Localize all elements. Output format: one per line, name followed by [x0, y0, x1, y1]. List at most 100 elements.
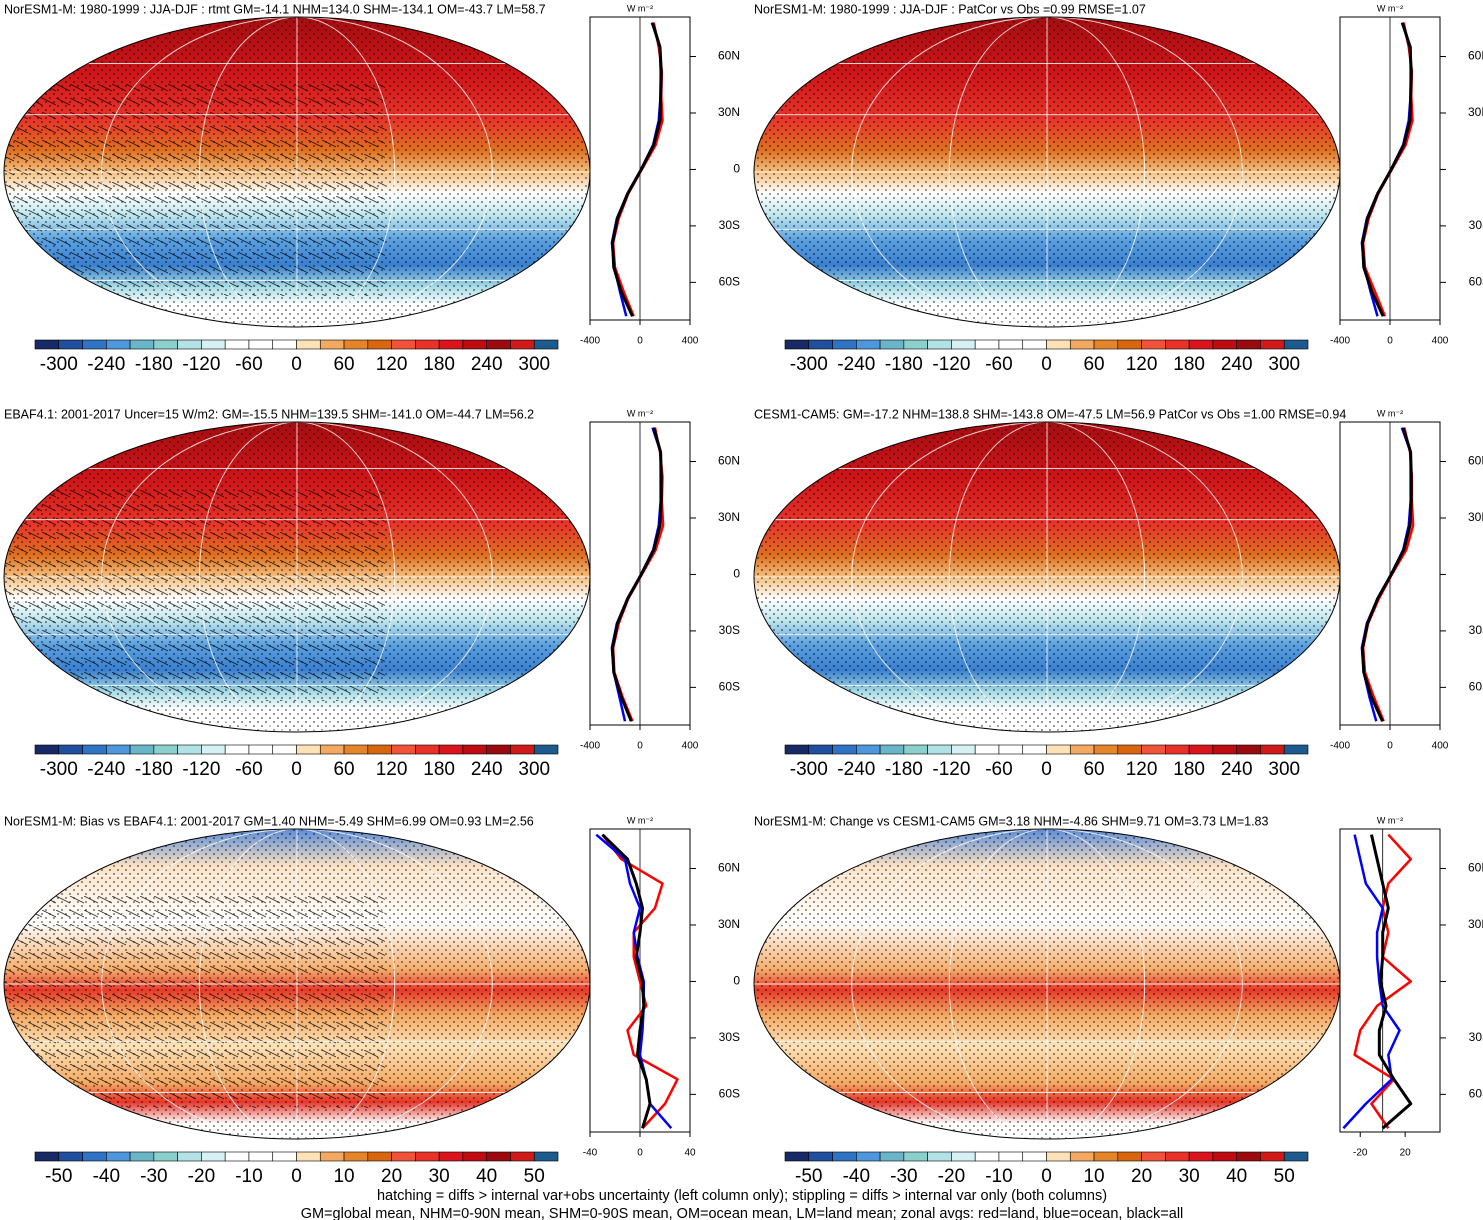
- colorbar-box: [1283, 744, 1309, 755]
- colorbar-box: [1283, 339, 1309, 350]
- units-label: W m⁻²: [1377, 815, 1403, 825]
- zonal-line: [611, 427, 665, 722]
- panel-title: CESM1-CAM5: GM=-17.2 NHM=138.8 SHM=-143.…: [754, 407, 1346, 421]
- colorbar-box: [974, 1151, 1000, 1162]
- colorbar-box: [533, 744, 559, 755]
- colorbar-label: -300: [40, 354, 78, 375]
- colorbar-label: 120: [376, 759, 408, 780]
- colorbar-label: 40: [1226, 1166, 1247, 1187]
- colorbar-box: [462, 744, 487, 755]
- units-label: W m⁻²: [1377, 3, 1403, 13]
- colorbar-box: [415, 1151, 440, 1162]
- colorbar-box: [319, 339, 345, 350]
- colorbar-box: [34, 339, 60, 350]
- x-tick-label: 0: [1387, 741, 1393, 752]
- colorbar-box: [1069, 744, 1095, 755]
- colorbar-label: 40: [476, 1166, 497, 1187]
- colorbar-box: [951, 339, 976, 350]
- y-tick-label: 30N: [1468, 105, 1483, 119]
- colorbar-box: [58, 339, 83, 350]
- zonal-line: [1361, 427, 1413, 722]
- colorbar-box: [248, 744, 274, 755]
- zonal-line: [1361, 22, 1414, 317]
- colorbar-box: [1022, 339, 1047, 350]
- colorbar-box: [1093, 1151, 1119, 1162]
- colorbar-box: [486, 1151, 511, 1162]
- colorbar-label: -10: [985, 1166, 1012, 1187]
- map: [4, 422, 590, 732]
- y-tick-label: 60S: [1469, 1087, 1483, 1101]
- footer-note: GM=global mean, NHM=0-90N mean, SHM=0-90…: [301, 1206, 1184, 1220]
- colorbar-label: 240: [471, 759, 503, 780]
- colorbar-label: -40: [843, 1166, 870, 1187]
- colorbar-box: [201, 1151, 226, 1162]
- colorbar-box: [998, 1151, 1024, 1162]
- zonal-plot: W m⁻² -400 0 400 60N 30N 0 30S 60S: [580, 3, 740, 346]
- colorbar-label: 120: [376, 354, 408, 375]
- zonal-plot: W m⁻² -40 0 40 60N 30N 0 30S 60S: [583, 815, 741, 1158]
- colorbar-box: [462, 1151, 487, 1162]
- colorbar-box: [510, 1151, 535, 1162]
- zonal-plot: W m⁻² -400 0 400 60N 30N 0 30S 60S: [580, 408, 740, 751]
- colorbar-box: [438, 1151, 464, 1162]
- colorbar-box: [1117, 1151, 1142, 1162]
- colorbar-box: [272, 744, 297, 755]
- colorbar-box: [177, 744, 202, 755]
- colorbar-box: [272, 339, 297, 350]
- colorbar-box: [1141, 1151, 1166, 1162]
- colorbar-label: 0: [1041, 354, 1052, 375]
- colorbar-label: -240: [87, 759, 125, 780]
- colorbar-box: [1141, 744, 1166, 755]
- colorbar-box: [367, 1151, 392, 1162]
- x-tick-label: -400: [1330, 741, 1350, 752]
- x-tick-label: 400: [1432, 741, 1449, 752]
- colorbar-box: [1069, 1151, 1095, 1162]
- y-tick-label: 30S: [1469, 218, 1483, 232]
- colorbar-label: 180: [423, 759, 455, 780]
- colorbar-box: [856, 1151, 881, 1162]
- colorbar-label: -30: [890, 1166, 917, 1187]
- colorbar-label: 240: [471, 354, 503, 375]
- colorbar-box: [1236, 339, 1261, 350]
- y-tick-label: 0: [733, 567, 740, 581]
- colorbar-box: [784, 1151, 810, 1162]
- colorbar-box: [808, 744, 833, 755]
- colorbar-box: [1165, 339, 1190, 350]
- y-tick-label: 30N: [1468, 510, 1483, 524]
- colorbar-box: [106, 1151, 131, 1162]
- colorbar-box: [951, 744, 976, 755]
- colorbar-label: 0: [1041, 759, 1052, 780]
- colorbar-label: 0: [291, 354, 302, 375]
- y-tick-label: 30S: [1469, 1030, 1483, 1044]
- colorbar-box: [177, 1151, 202, 1162]
- colorbar-label: 180: [1173, 354, 1205, 375]
- colorbar-label: -120: [182, 354, 220, 375]
- colorbar-label: -40: [93, 1166, 120, 1187]
- panel-title: NorESM1-M: Change vs CESM1-CAM5 GM=3.18 …: [754, 814, 1268, 828]
- colorbar-label: 300: [518, 354, 550, 375]
- panel: NorESM1-M: 1980-1999 : JJA-DJF : rtmt GM…: [3, 2, 740, 375]
- x-tick-label: -400: [580, 741, 600, 752]
- colorbar-box: [903, 744, 928, 755]
- x-tick-label: 0: [1387, 336, 1393, 347]
- colorbar-label: 300: [1268, 759, 1300, 780]
- colorbar-box: [1260, 744, 1285, 755]
- colorbar-box: [224, 744, 250, 755]
- zonal-line: [611, 22, 664, 317]
- colorbar-label: -180: [135, 759, 173, 780]
- colorbar-box: [391, 339, 416, 350]
- colorbar-box: [129, 744, 155, 755]
- y-tick-label: 30S: [719, 623, 740, 637]
- y-tick-label: 30S: [719, 218, 740, 232]
- colorbar-box: [296, 744, 321, 755]
- colorbar-label: 10: [1083, 1166, 1104, 1187]
- colorbar-box: [1046, 744, 1071, 755]
- colorbar-box: [879, 1151, 905, 1162]
- y-tick-label: 60S: [1469, 680, 1483, 694]
- x-tick-label: 400: [1432, 336, 1449, 347]
- colorbar-box: [319, 744, 345, 755]
- zonal-line: [1361, 427, 1415, 722]
- y-tick-label: 60S: [719, 1087, 740, 1101]
- colorbar-label: 120: [1126, 354, 1158, 375]
- colorbar-label: 60: [1083, 354, 1104, 375]
